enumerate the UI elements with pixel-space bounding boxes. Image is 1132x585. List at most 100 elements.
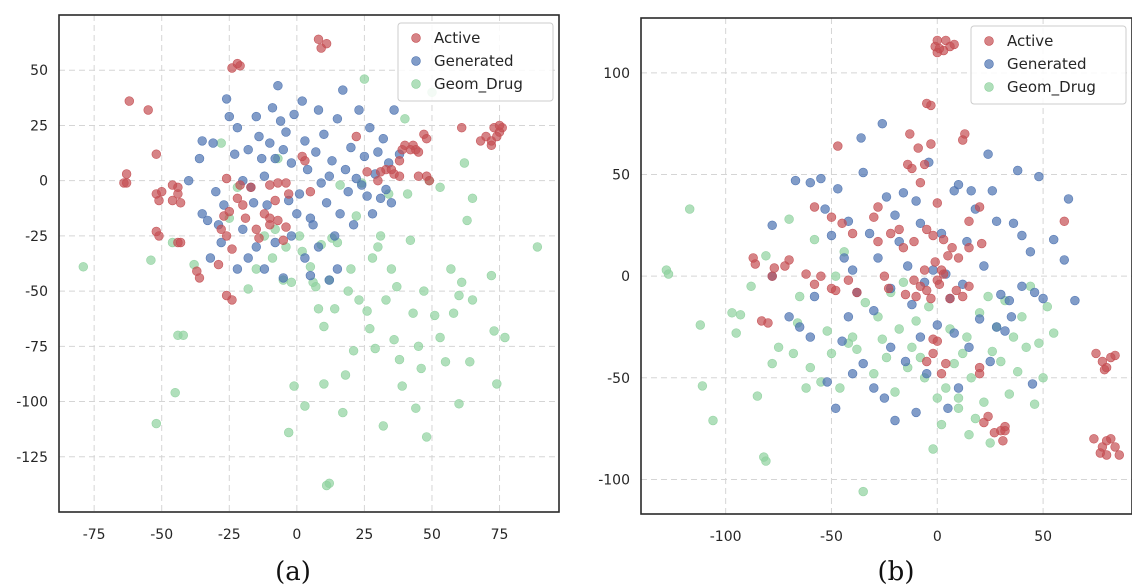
geom_drug-point [346, 264, 356, 274]
legend-label-active: Active [434, 29, 480, 47]
geom_drug-point [294, 231, 305, 241]
generated-point [1008, 218, 1019, 229]
generated-point [286, 158, 297, 168]
generated-point [1017, 281, 1027, 291]
generated-point [365, 122, 375, 133]
geom_drug-point [362, 306, 372, 316]
geom_drug-point [267, 253, 278, 263]
active-point [1114, 450, 1125, 460]
active-point [362, 167, 372, 177]
active-point [246, 182, 256, 193]
active-point [175, 198, 186, 208]
active-point [413, 171, 424, 181]
grid-a [59, 15, 559, 512]
geom_drug-point [794, 291, 805, 302]
active-point [885, 228, 896, 239]
active-point [926, 100, 936, 111]
active-point [157, 187, 167, 197]
geom_drug-point [898, 277, 909, 287]
legend-marker [984, 59, 994, 69]
points-b [661, 35, 1125, 497]
generated-point [898, 188, 909, 198]
generated-point [869, 383, 879, 393]
geom_drug-point [983, 291, 993, 302]
active-point [143, 105, 153, 115]
generated-point [300, 136, 310, 146]
active-point [1110, 350, 1120, 361]
generated-point [273, 80, 283, 91]
geom_drug-point [367, 253, 378, 263]
legend-box [397, 22, 554, 102]
geom_drug-point [492, 379, 502, 389]
active-point [957, 135, 968, 145]
y-tick-label: -50 [25, 284, 48, 300]
active-point [930, 257, 940, 267]
geom_drug-point [408, 308, 418, 318]
active-point [847, 228, 858, 239]
legend-a: Active Generated Geom_Drug [397, 22, 554, 102]
active-point [213, 259, 224, 270]
y-tick-label: 0 [621, 269, 630, 285]
active-point [321, 38, 332, 49]
generated-point [885, 342, 896, 352]
generated-point [881, 192, 892, 202]
active-point [919, 265, 930, 275]
geom_drug-point [467, 295, 478, 305]
generated-point [262, 200, 272, 210]
generated-point [373, 147, 383, 157]
legend-marker [411, 56, 421, 66]
geom_drug-point [319, 321, 329, 332]
generated-point [308, 220, 318, 230]
generated-point [966, 186, 976, 196]
geom_drug-point [697, 381, 708, 391]
active-point [974, 369, 985, 379]
geom_drug-point [979, 397, 989, 407]
geom_drug-point [389, 335, 399, 345]
generated-point [833, 184, 843, 194]
active-point [494, 120, 505, 131]
generated-point [281, 127, 291, 137]
geom_drug-point [727, 308, 737, 318]
generated-point [1063, 194, 1074, 204]
active-point [305, 187, 316, 197]
generated-point [351, 173, 361, 184]
active-point [945, 293, 955, 304]
active-point [964, 243, 974, 253]
generated-point [216, 237, 226, 248]
generated-point [348, 220, 359, 230]
active-point [121, 169, 132, 179]
geom_drug-point [348, 346, 359, 356]
geom_drug-point [746, 281, 756, 291]
geom_drug-point [435, 182, 445, 193]
y-tick-label: 25 [30, 118, 48, 134]
generated-point [362, 191, 372, 201]
active-point [911, 291, 921, 302]
x-tick-label: -75 [83, 527, 106, 543]
active-point [983, 411, 993, 422]
active-point [964, 281, 974, 291]
generated-point [915, 218, 926, 229]
active-point [883, 283, 894, 294]
active-point [932, 336, 942, 346]
generated-point [858, 167, 868, 178]
generated-point [921, 369, 932, 379]
y-tick-label: -100 [16, 395, 48, 411]
generated-point [335, 209, 345, 219]
active-point [873, 236, 883, 247]
geom_drug-point [953, 403, 964, 413]
y-tick-label: -100 [598, 472, 630, 488]
generated-point [343, 187, 353, 197]
geom_drug-point [386, 264, 397, 274]
active-point [936, 369, 947, 379]
active-point [1000, 426, 1010, 436]
generated-point [267, 103, 278, 113]
generated-point [257, 153, 267, 164]
geom_drug-point [365, 324, 375, 334]
geom_drug-point [421, 432, 432, 442]
active-point [173, 182, 183, 193]
active-point [227, 244, 237, 254]
generated-point [1004, 295, 1014, 306]
geom_drug-point [773, 342, 784, 352]
geom_drug-point [335, 180, 345, 190]
y-tick-label: 50 [612, 168, 630, 184]
